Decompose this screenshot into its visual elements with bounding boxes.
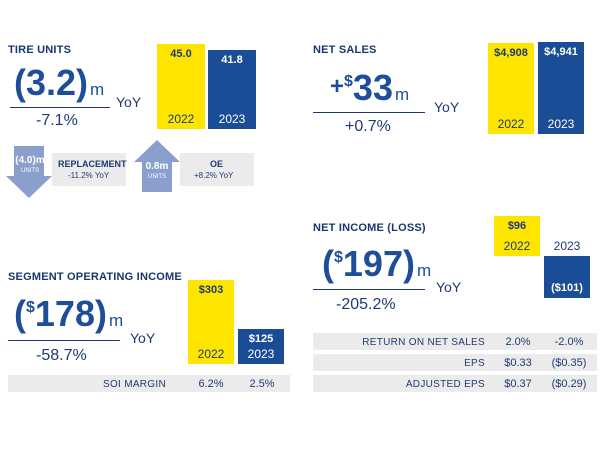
metric-row: RETURN ON NET SALES 2.0% -2.0% xyxy=(313,333,597,350)
metric-value-2023: 2.5% xyxy=(249,378,275,390)
oe-units: UNITS xyxy=(148,174,166,180)
bar-year-label: 2023 xyxy=(547,117,575,131)
bar-2023 xyxy=(238,329,284,364)
tire-units-big-value: (3.2) m xyxy=(14,65,104,101)
oe-label: OE xyxy=(210,159,224,169)
net-sales-rule xyxy=(313,112,425,113)
metric-label: EPS xyxy=(464,358,485,369)
metric-value-2023: ($0.29) xyxy=(551,378,587,390)
oe-up-arrow-icon xyxy=(134,140,180,197)
tire-units-unit: m xyxy=(90,80,105,99)
metric-value-2022: 2.0% xyxy=(505,336,531,348)
oe-box: OE +8.2% YoY xyxy=(180,153,254,186)
soi-close: ) xyxy=(94,293,107,334)
net-income-open: ( xyxy=(322,243,334,284)
tire-units-yoy: YoY xyxy=(116,94,142,110)
bar-year-label: 2022 xyxy=(167,112,195,126)
net-sales-yoy: YoY xyxy=(434,99,460,115)
metric-row: EPS $0.33 ($0.35) xyxy=(313,354,597,371)
bar-year-label: 2023 xyxy=(247,347,275,361)
net-income-big-value: ($197) m xyxy=(322,246,431,282)
bar-year-label: 2022 xyxy=(503,239,531,253)
tire-units-pct: -7.1% xyxy=(36,112,78,129)
replacement-sub: -11.2% YoY xyxy=(68,171,110,180)
soi-unit: m xyxy=(108,311,124,330)
bar-value-label: 41.8 xyxy=(221,54,243,67)
net-income-pct: -205.2% xyxy=(336,296,396,313)
bar-2022 xyxy=(188,280,234,364)
replacement-down-arrow-icon xyxy=(6,146,52,203)
oe-sub: +8.2% YoY xyxy=(194,171,234,180)
bar-year-label: 2023 xyxy=(218,112,246,126)
tire-units-title: TIRE UNITS xyxy=(8,44,72,56)
bar-value-label: $4,941 xyxy=(544,46,578,58)
bar-2022 xyxy=(494,215,540,256)
bar-year-label: 2022 xyxy=(197,347,225,361)
net-sales-big-value: +$33 m xyxy=(330,70,409,106)
bar-year-label: 2022 xyxy=(497,117,525,131)
metric-value-2022: $0.33 xyxy=(504,357,532,369)
net-sales-unit: m xyxy=(394,85,410,104)
metric-value-2023: ($0.35) xyxy=(551,357,587,369)
net-income-title: NET INCOME (LOSS) xyxy=(313,222,426,234)
metric-row: ADJUSTED EPS $0.37 ($0.29) xyxy=(313,375,597,392)
net-income-unit: m xyxy=(416,261,432,280)
metric-value-2023: -2.0% xyxy=(554,336,584,348)
net-sales-prefix: + xyxy=(330,73,345,100)
bar-year-label: 2023 xyxy=(553,239,581,253)
replacement-label: REPLACEMENT xyxy=(58,159,127,169)
oe-value: 0.8m xyxy=(145,161,169,172)
soi-yoy: YoY xyxy=(130,330,156,346)
tire-units-rule xyxy=(10,107,110,108)
bar-2023 xyxy=(208,50,256,129)
soi-big-value: ($178) m xyxy=(14,296,123,332)
metric-value-2022: $0.37 xyxy=(504,378,532,390)
bar-value-label: $303 xyxy=(198,284,224,296)
soi-open: ( xyxy=(14,293,26,334)
soi-pct: -58.7% xyxy=(36,347,87,364)
soi-sup: $ xyxy=(26,299,35,316)
soi-title: SEGMENT OPERATING INCOME xyxy=(8,271,182,283)
net-sales-pct: +0.7% xyxy=(345,118,391,135)
bar-2023 xyxy=(544,256,590,299)
net-income-yoy: YoY xyxy=(436,279,462,295)
metric-label: ADJUSTED EPS xyxy=(405,379,485,390)
bar-value-label: ($101) xyxy=(551,282,583,295)
bar-value-label: $4,908 xyxy=(494,46,528,59)
metric-value-2022: 6.2% xyxy=(198,378,224,390)
bar-2022 xyxy=(488,42,534,134)
replacement-units: UNITS xyxy=(21,168,39,174)
bar-value-label: 45.0 xyxy=(170,48,192,60)
metric-label: SOI MARGIN xyxy=(102,379,166,390)
metric-row: SOI MARGIN 6.2% 2.5% xyxy=(8,375,290,392)
bar-2022 xyxy=(157,44,205,129)
bar-value-label: $125 xyxy=(248,333,274,346)
soi-rule xyxy=(8,340,120,341)
net-sales-value-text: 33 xyxy=(352,67,393,108)
net-income-sup: $ xyxy=(334,249,343,266)
tire-units-value-text: (3.2) xyxy=(14,62,89,103)
net-income-value-text: 197 xyxy=(342,243,403,284)
net-sales-sup: $ xyxy=(344,73,353,90)
bar-2023 xyxy=(538,42,584,134)
net-income-rule xyxy=(313,289,425,290)
metric-label: RETURN ON NET SALES xyxy=(362,337,485,348)
bar-value-label: $96 xyxy=(507,219,527,232)
net-sales-title: NET SALES xyxy=(313,44,377,56)
soi-value-text: 178 xyxy=(34,293,95,334)
replacement-box: REPLACEMENT -11.2% YoY xyxy=(52,153,127,186)
replacement-value: (4.0)m xyxy=(15,155,45,166)
net-income-close: ) xyxy=(402,243,415,284)
